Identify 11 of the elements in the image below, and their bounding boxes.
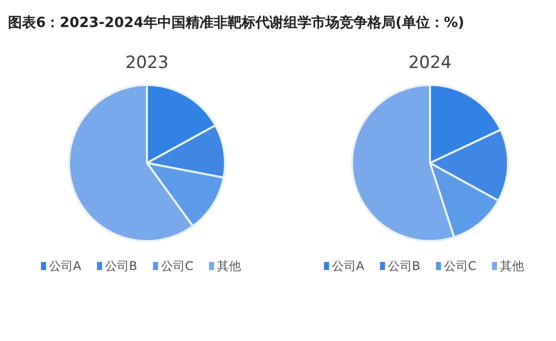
chart-title: 2024 [408, 53, 452, 73]
legend-label: 公司C [444, 259, 476, 273]
legend-label: 公司C [161, 259, 194, 273]
legend-label: 其他 [217, 259, 241, 273]
legend-label: 公司A [49, 259, 82, 273]
legend-label: 公司A [332, 259, 365, 273]
legend-label: 其他 [500, 259, 524, 273]
legend-label: 公司B [105, 259, 138, 273]
chart-title: 2023 [125, 53, 169, 73]
legend-label: 公司B [388, 259, 420, 273]
text: 图表6：2023-2024年中国精准非靶标代谢组学市场竞争格局(单位：%) [8, 14, 464, 31]
